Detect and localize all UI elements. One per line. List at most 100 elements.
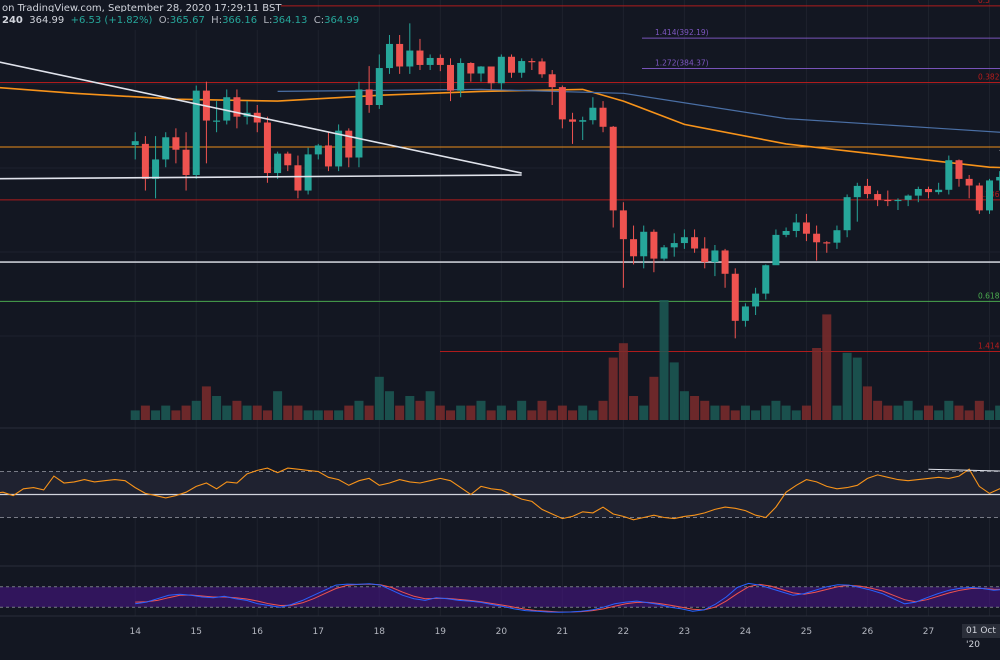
volume-bar	[862, 386, 872, 420]
volume-bar	[883, 405, 893, 420]
volume-bar	[201, 386, 211, 420]
time-tick-label: 25	[801, 627, 812, 637]
volume-bar	[995, 405, 1000, 420]
time-tick-label: 21	[557, 627, 568, 637]
close-label: C:	[313, 15, 325, 26]
candle-body	[446, 64, 454, 91]
trendlines[interactable]	[0, 56, 1000, 180]
candle-body	[355, 89, 363, 158]
candle-body	[396, 43, 404, 67]
volume-bar	[618, 343, 628, 420]
price-level-label: 1.272(384.37)	[655, 59, 709, 68]
rsi-line	[0, 467, 1000, 521]
volume-bar	[557, 405, 567, 420]
low-value: 364.13	[272, 15, 308, 26]
last-price: 364.99	[29, 15, 65, 26]
candle-body	[589, 107, 597, 121]
stoch-rsi-panel[interactable]	[0, 582, 1000, 613]
volume-bars	[130, 300, 1000, 420]
price-levels: 0.51.414(392.19)1.272(384.37)0.3820.2360…	[0, 0, 1000, 353]
rsi-panel[interactable]	[0, 467, 1000, 521]
low-label: L:	[263, 15, 273, 26]
candle-body	[162, 137, 170, 160]
volume-bar	[974, 400, 984, 420]
candlestick-series[interactable]	[131, 23, 1000, 339]
volume-bar	[964, 410, 974, 420]
volume-bar	[903, 400, 913, 420]
candle-body	[945, 160, 953, 190]
high-label: H:	[211, 15, 223, 26]
candle-body	[457, 63, 465, 91]
candle-body	[701, 248, 709, 263]
candle-body	[731, 273, 739, 321]
volume-bar	[191, 400, 201, 420]
volume-bar	[415, 400, 425, 420]
volume-bar	[700, 400, 710, 420]
candle-body	[467, 63, 475, 74]
price-level-label: 0.5	[978, 0, 990, 5]
volume-bar	[751, 410, 761, 420]
volume-bar	[781, 405, 791, 420]
time-tick-label: 15	[191, 627, 202, 637]
volume-bar	[293, 405, 303, 420]
candle-body	[904, 195, 912, 200]
volume-bar	[435, 405, 445, 420]
volume-bar	[517, 400, 527, 420]
volume-bar	[588, 410, 598, 420]
candle-body	[823, 242, 831, 244]
volume-bar	[334, 410, 344, 420]
volume-bar	[232, 400, 242, 420]
volume-bar	[456, 405, 466, 420]
candle-body	[782, 231, 790, 235]
candle-body	[172, 137, 180, 150]
volume-bar	[852, 357, 862, 420]
volume-bar	[679, 391, 689, 420]
candle-body	[508, 56, 516, 73]
candle-body	[680, 237, 688, 244]
time-tick-label: 22	[618, 627, 629, 637]
candle-body	[223, 97, 231, 121]
candle-body	[558, 87, 566, 120]
volume-bar	[740, 405, 750, 420]
volume-bar	[151, 410, 161, 420]
volume-bar	[425, 391, 435, 420]
volume-bar	[893, 405, 903, 420]
rsi-divergence-line	[928, 468, 1000, 472]
candle-body	[233, 97, 241, 117]
candle-body	[406, 50, 414, 67]
volume-bar	[130, 410, 140, 420]
candle-body	[741, 306, 749, 321]
time-tick-label: 26	[862, 627, 874, 637]
candle-body	[131, 141, 139, 146]
candle-body	[528, 61, 536, 63]
volume-bar	[507, 410, 517, 420]
candle-body	[630, 239, 638, 257]
volume-bar	[273, 391, 283, 420]
candle-body	[609, 126, 617, 211]
price-level-label: 1.414(392.19)	[655, 28, 709, 37]
open-value: 365.67	[169, 15, 205, 26]
time-tick-label: 27	[923, 627, 934, 637]
volume-bar	[598, 400, 608, 420]
volume-bar	[791, 410, 801, 420]
volume-bar	[283, 405, 293, 420]
volume-bar	[395, 405, 405, 420]
candle-body	[487, 66, 495, 84]
volume-bar	[771, 400, 781, 420]
candle-body	[304, 154, 312, 191]
close-value: 364.99	[324, 15, 360, 26]
source-label: on TradingView.com, September 28, 2020 1…	[2, 3, 282, 14]
time-tick-label: 18	[374, 627, 386, 637]
volume-bar	[222, 405, 232, 420]
candle-body	[294, 165, 302, 191]
volume-bar	[944, 400, 954, 420]
volume-bar	[547, 410, 557, 420]
volume-bar	[496, 405, 506, 420]
candle-body	[640, 231, 648, 257]
open-label: O:	[158, 15, 170, 26]
trendline	[0, 174, 522, 180]
candle-body	[538, 61, 546, 75]
candle-body	[721, 250, 729, 274]
